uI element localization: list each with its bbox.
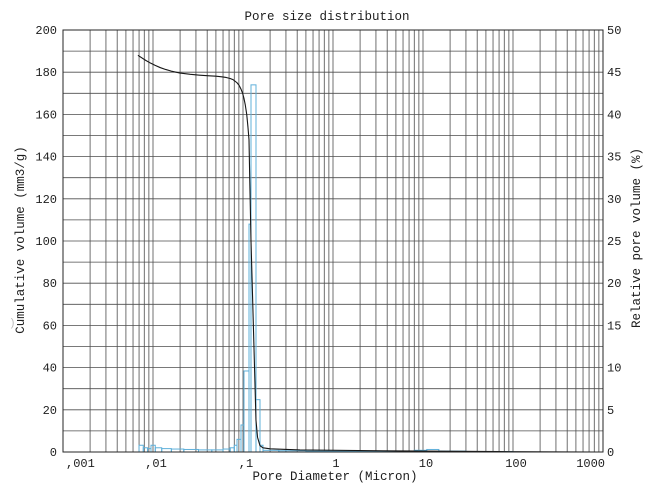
chart-title: Pore size distribution (244, 10, 409, 24)
grid (62, 29, 604, 453)
y2-tick-label: 0 (607, 446, 614, 460)
x-tick-label: 100 (505, 457, 527, 471)
y2-tick-label: 25 (607, 235, 621, 249)
x-tick-label: ,1 (239, 457, 253, 471)
relative-volume-bars (138, 84, 514, 453)
y-tick-label: 40 (43, 362, 57, 376)
y-tick-label: 100 (35, 235, 57, 249)
y-axis-title: Cumulative volume (mm3/g) (14, 146, 28, 334)
y2-tick-label: 35 (607, 151, 621, 165)
cumulative-volume-line (137, 54, 599, 453)
x-tick-label: ,001 (66, 457, 95, 471)
y-axis-ticks: 0 20 40 60 80 100 120 140 160 180 200 (35, 24, 57, 460)
y2-axis-ticks: 0 5 10 15 20 25 30 35 40 45 50 (607, 24, 621, 460)
y2-tick-label: 5 (607, 404, 614, 418)
plot-frame (62, 29, 604, 453)
x-tick-label: 1 (332, 457, 339, 471)
x-tick-label: ,01 (145, 457, 167, 471)
y-tick-label: 140 (35, 151, 57, 165)
y-tick-label: 120 (35, 193, 57, 207)
y-tick-label: 60 (43, 319, 57, 333)
y2-tick-label: 10 (607, 362, 621, 376)
y-tick-label: 180 (35, 66, 57, 80)
y-tick-label: 160 (35, 108, 57, 122)
y-tick-label: 20 (43, 404, 57, 418)
y2-tick-label: 45 (607, 66, 621, 80)
y-tick-label: 0 (50, 446, 57, 460)
y2-tick-label: 15 (607, 319, 621, 333)
y2-tick-label: 30 (607, 193, 621, 207)
y2-tick-label: 20 (607, 277, 621, 291)
x-axis-title: Pore Diameter (Micron) (252, 470, 417, 484)
y2-tick-label: 50 (607, 24, 621, 38)
x-axis-ticks: ,001 ,01 ,1 1 10 100 1000 (66, 457, 605, 471)
y2-tick-label: 40 (607, 108, 621, 122)
y-tick-label: 80 (43, 277, 57, 291)
x-tick-label: 10 (419, 457, 433, 471)
cumulative-volume-series (137, 54, 599, 453)
margin-mark: ) (9, 318, 16, 330)
y-tick-label: 200 (35, 24, 57, 38)
x-tick-label: 1000 (576, 457, 605, 471)
y2-axis-title: Relative pore volume (%) (630, 148, 644, 328)
